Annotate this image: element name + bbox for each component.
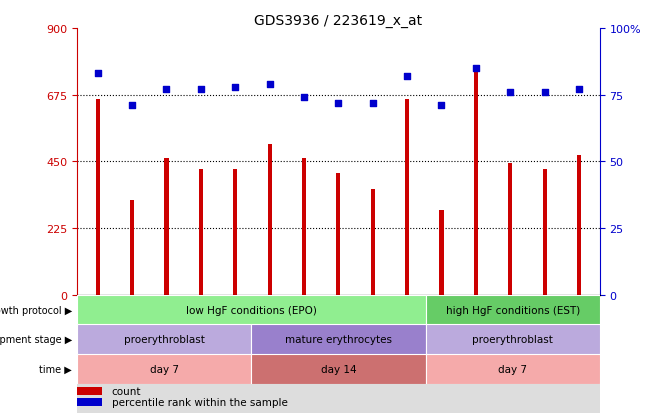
Point [367,100,378,107]
Point [470,66,481,72]
Text: time ▶: time ▶ [39,364,72,374]
Bar [425,295,600,325]
Point [264,81,275,88]
Point [436,103,447,109]
Title: GDS3936 / 223619_x_at: GDS3936 / 223619_x_at [255,14,422,28]
Bar [77,387,102,395]
Point [196,87,206,93]
Text: development stage ▶: development stage ▶ [0,335,72,344]
Point [402,74,413,80]
Text: day 14: day 14 [320,364,356,374]
Bar [251,354,425,384]
Bar [371,190,375,295]
Bar [77,325,251,354]
Point [505,90,516,96]
Bar [302,159,306,295]
Bar [440,211,444,295]
Bar [405,100,409,295]
Text: high HgF conditions (EST): high HgF conditions (EST) [446,305,580,315]
Text: proerythroblast: proerythroblast [124,335,204,344]
Point [299,95,310,101]
Bar [96,100,100,295]
Bar [164,159,169,295]
Text: percentile rank within the sample: percentile rank within the sample [111,397,287,407]
Bar [251,325,425,354]
Text: count: count [111,386,141,396]
Text: low HgF conditions (EPO): low HgF conditions (EPO) [186,305,317,315]
Point [127,103,137,109]
Bar [425,325,600,354]
Bar [425,354,600,384]
Bar [77,295,425,325]
Bar [233,169,237,295]
Text: growth protocol ▶: growth protocol ▶ [0,305,72,315]
Text: day 7: day 7 [149,364,179,374]
Bar [577,156,581,295]
Bar [474,67,478,295]
Point [539,90,550,96]
Bar [267,144,271,295]
Point [230,84,241,91]
Bar [336,174,340,295]
Point [161,87,172,93]
Text: day 7: day 7 [498,364,527,374]
Bar [543,169,547,295]
Point [92,71,103,77]
Point [574,87,584,93]
Text: proerythroblast: proerythroblast [472,335,553,344]
Point [333,100,344,107]
Text: mature erythrocytes: mature erythrocytes [285,335,392,344]
Bar [77,295,600,413]
Bar [77,354,251,384]
Bar [508,164,513,295]
Bar [130,200,134,295]
Bar [199,169,203,295]
Bar [77,398,102,406]
